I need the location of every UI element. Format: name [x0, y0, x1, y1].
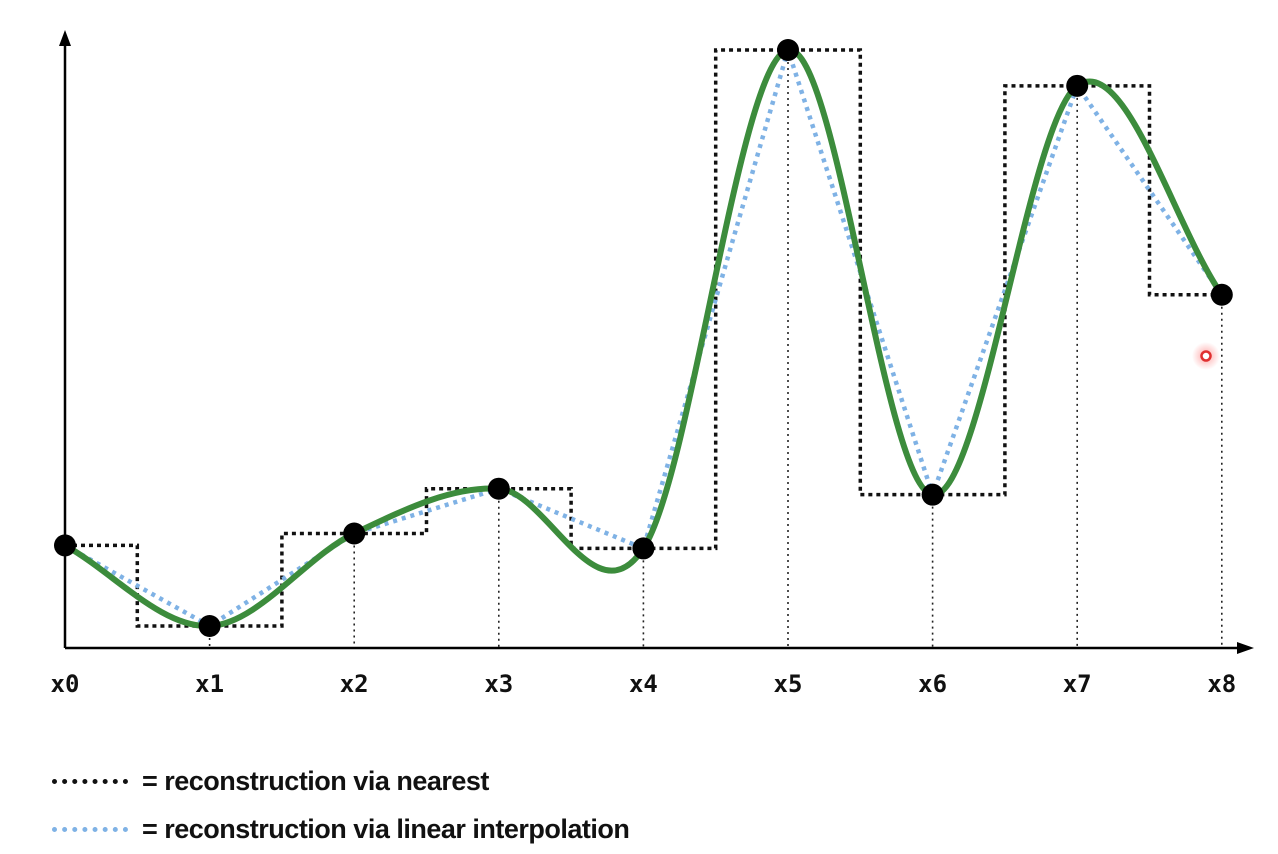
sample-point-x7	[1066, 74, 1089, 97]
tick-label-x6: x6	[918, 670, 947, 698]
sample-point-x5	[777, 39, 799, 61]
legend-nearest-swatch	[52, 779, 128, 784]
legend-nearest: = reconstruction via nearest	[52, 766, 489, 797]
legend-linear: = reconstruction via linear interpolatio…	[52, 814, 630, 845]
tick-label-x1: x1	[195, 670, 224, 698]
x-axis-arrowhead	[1237, 642, 1254, 654]
legend-linear-label: = reconstruction via linear interpolatio…	[142, 814, 630, 844]
cursor-indicator	[1192, 342, 1220, 370]
sample-point-x4	[632, 537, 655, 560]
sample-drop-lines	[208, 50, 1223, 648]
nearest-reconstruction-line	[65, 48, 1222, 628]
sample-point-x8	[1210, 283, 1233, 306]
tick-label-x4: x4	[629, 670, 658, 698]
legend-nearest-label: = reconstruction via nearest	[142, 766, 489, 796]
linear-reconstruction-group	[63, 42, 1224, 629]
sample-point-x2	[343, 522, 366, 545]
tick-label-x8: x8	[1207, 670, 1236, 698]
true-signal-group	[63, 47, 1225, 630]
sample-point-x6	[921, 483, 944, 506]
legend-linear-swatch	[52, 827, 128, 832]
sample-point-x3	[487, 477, 510, 500]
tick-label-x0: x0	[51, 670, 80, 698]
tick-label-x3: x3	[484, 670, 513, 698]
sample-tick-labels: x0 x1 x2 x3 x4 x5 x6 x7 x8	[51, 670, 1237, 698]
tick-label-x7: x7	[1063, 670, 1092, 698]
tick-label-x2: x2	[340, 670, 369, 698]
cursor-ring	[1200, 350, 1212, 362]
true-signal-curve	[63, 47, 1225, 630]
linear-reconstruction-line	[63, 42, 1224, 629]
sample-points-group	[54, 39, 1233, 637]
nearest-reconstruction-group	[65, 48, 1222, 628]
axes	[59, 30, 1254, 654]
y-axis-arrowhead	[59, 30, 71, 46]
sample-point-x0	[54, 534, 76, 557]
sample-point-x1	[198, 615, 221, 637]
tick-label-x5: x5	[774, 670, 803, 698]
